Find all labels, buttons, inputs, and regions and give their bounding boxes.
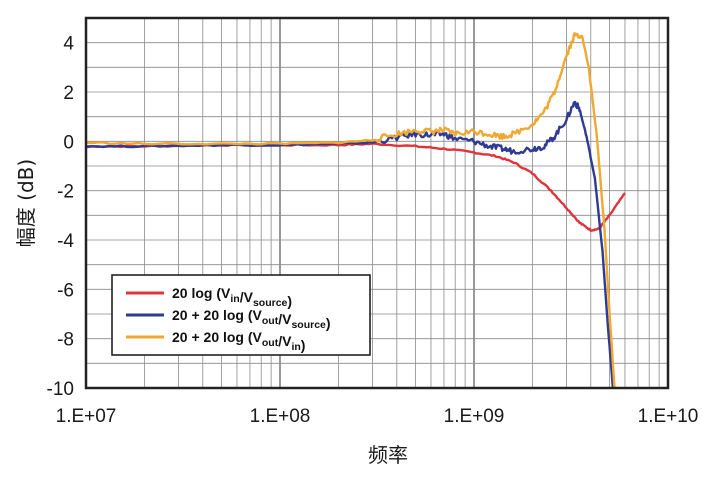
- legend-label: 20 log (Vin/Vsource): [172, 285, 292, 309]
- y-tick-label: 0: [63, 132, 74, 153]
- x-tick-labels: 1.E+07 1.E+08 1.E+09 1.E+10: [56, 406, 699, 427]
- x-axis-title: 频率: [368, 443, 408, 467]
- y-tick-label: -4: [57, 231, 74, 252]
- x-tick-label: 1.E+07: [56, 406, 117, 427]
- y-tick-label: 4: [63, 34, 74, 55]
- legend: 20 log (Vin/Vsource)20 + 20 log (Vout/Vs…: [111, 274, 371, 356]
- y-tick-labels: 4 2 0 -2 -4 -6 -8 -10: [47, 34, 75, 400]
- x-tick-label: 1.E+09: [444, 406, 505, 427]
- y-tick-label: -2: [57, 182, 74, 203]
- plot-frame: [84, 16, 670, 390]
- series-layer: [86, 32, 626, 388]
- series-line-3: [86, 32, 616, 388]
- y-tick-label: -10: [47, 379, 74, 400]
- y-tick-label: -8: [57, 330, 74, 351]
- x-tick-label: 1.E+08: [250, 406, 311, 427]
- y-axis-title: 幅度 (dB): [14, 159, 38, 247]
- y-tick-label: 2: [63, 83, 74, 104]
- legend-label: 20 + 20 log (Vout/Vin): [172, 329, 305, 353]
- x-tick-label: 1.E+10: [638, 406, 699, 427]
- y-tick-label: -6: [57, 280, 74, 301]
- legend-label: 20 + 20 log (Vout/Vsource): [172, 307, 331, 331]
- grid: [86, 17, 668, 388]
